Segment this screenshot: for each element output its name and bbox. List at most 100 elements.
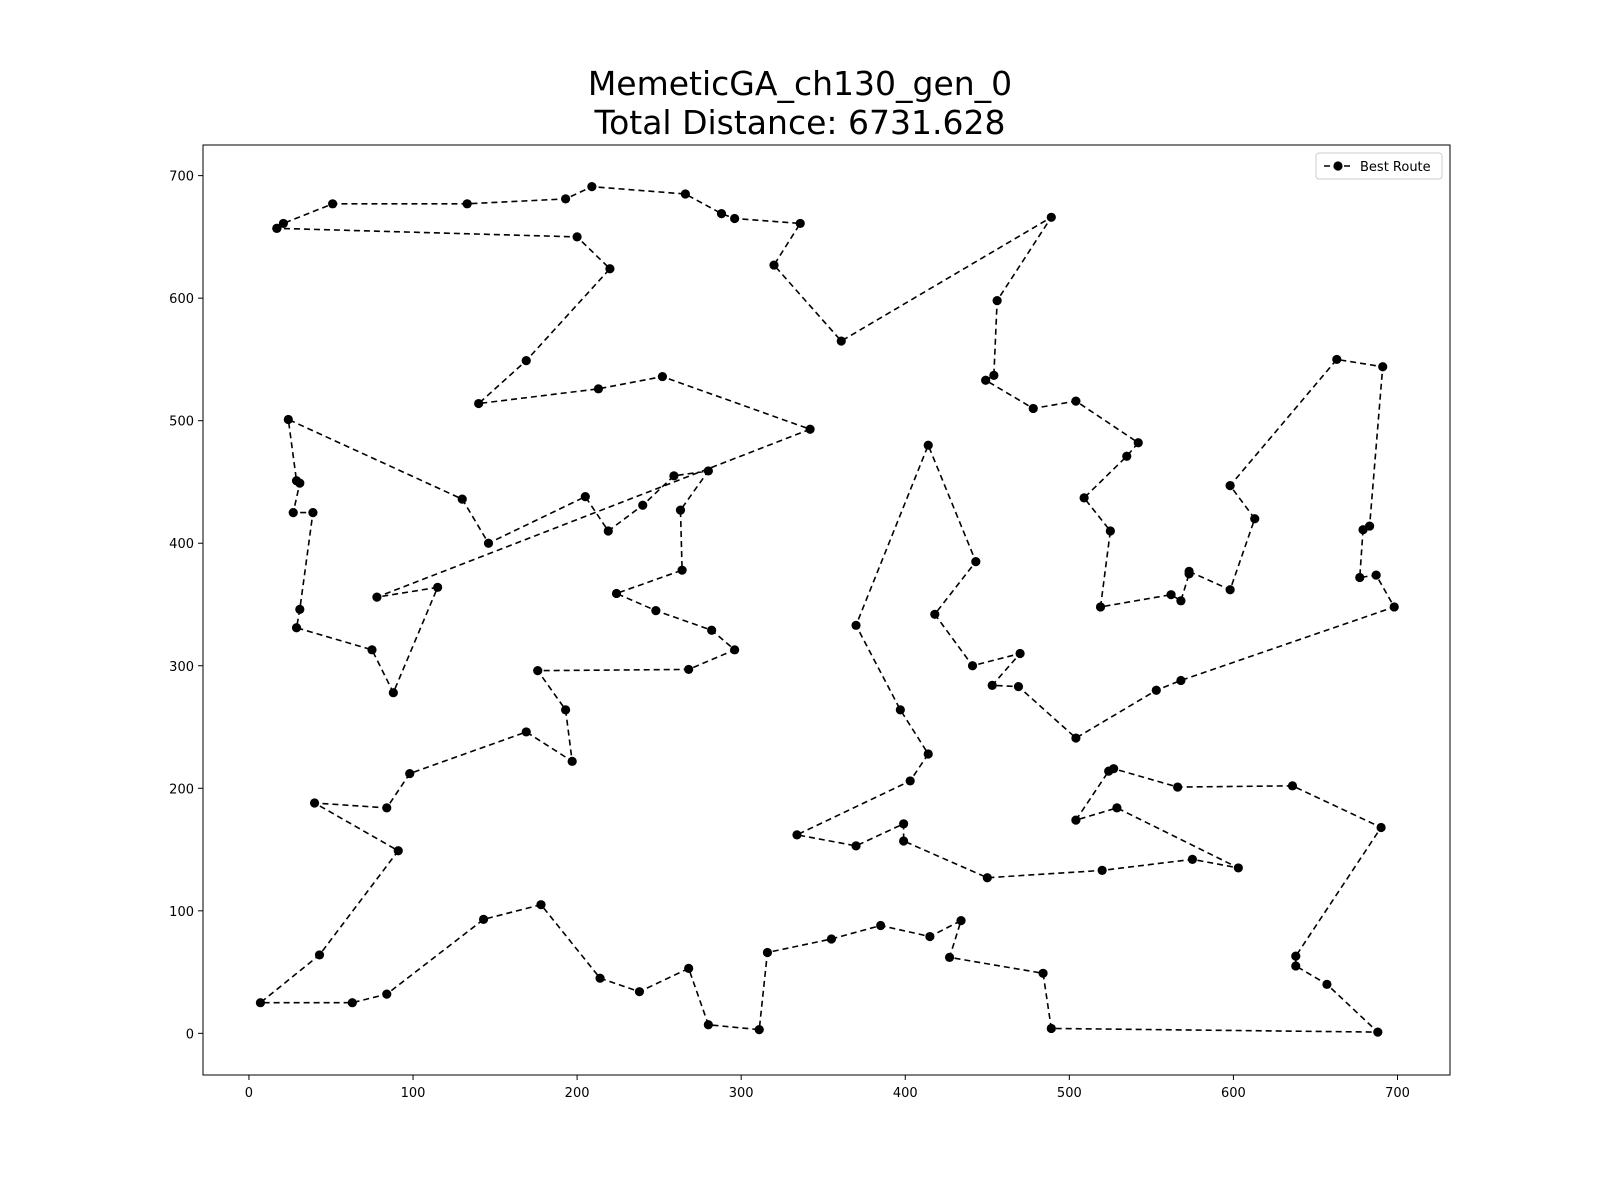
city-point xyxy=(684,963,694,974)
city-point xyxy=(1250,514,1260,524)
city-point xyxy=(851,841,861,851)
city-point xyxy=(1287,781,1298,791)
route-line xyxy=(258,185,1396,1033)
legend: Best Route xyxy=(1315,152,1443,180)
legend-box xyxy=(1315,152,1443,180)
x-tick-label: 0 xyxy=(245,1086,253,1101)
city-point xyxy=(483,538,494,548)
city-point xyxy=(328,199,338,209)
city-point xyxy=(288,507,298,518)
city-point xyxy=(1225,585,1235,595)
city-point xyxy=(1105,526,1115,536)
city-point xyxy=(567,756,577,766)
chart-subtitle-line: Total Distance: 6731.628 xyxy=(594,103,1006,142)
city-point xyxy=(272,223,282,233)
city-point xyxy=(1187,854,1197,864)
city-point xyxy=(754,1025,764,1035)
city-point xyxy=(1233,863,1243,873)
city-point xyxy=(677,565,687,575)
city-point xyxy=(769,260,779,270)
y-tick-label: 400 xyxy=(169,537,194,552)
city-point xyxy=(278,218,288,229)
city-point xyxy=(876,920,886,931)
city-point xyxy=(457,494,467,504)
city-point xyxy=(372,592,382,602)
city-point xyxy=(1133,438,1143,448)
city-point xyxy=(382,803,392,813)
plot-frame xyxy=(202,144,1451,1076)
route-layer xyxy=(255,182,1399,1037)
city-point xyxy=(1071,733,1081,743)
x-tick-label: 200 xyxy=(565,1086,590,1101)
city-point xyxy=(1071,815,1081,825)
city-point xyxy=(1151,685,1161,695)
city-point xyxy=(956,916,966,926)
city-point xyxy=(255,998,266,1008)
x-tick-label: 600 xyxy=(1221,1086,1246,1101)
city-point xyxy=(981,375,991,385)
y-tick-label: 500 xyxy=(169,415,194,430)
city-point xyxy=(895,705,905,715)
city-point xyxy=(580,492,590,502)
city-point xyxy=(1376,822,1386,833)
city-point xyxy=(836,336,846,346)
city-point xyxy=(309,798,320,808)
city-point xyxy=(347,998,357,1008)
city-point xyxy=(405,768,415,779)
city-point xyxy=(561,705,571,715)
city-point xyxy=(595,973,605,983)
city-point xyxy=(382,989,392,999)
city-point xyxy=(989,370,999,380)
city-point xyxy=(1332,354,1342,365)
city-point xyxy=(992,296,1002,306)
city-point xyxy=(987,680,997,690)
city-point xyxy=(657,371,668,382)
city-point xyxy=(730,645,740,655)
city-point xyxy=(1176,675,1186,686)
city-point xyxy=(1046,1023,1056,1034)
city-point xyxy=(634,987,645,997)
city-point xyxy=(593,384,604,394)
city-point xyxy=(1358,525,1368,535)
y-tick-label: 600 xyxy=(169,292,194,307)
city-point xyxy=(1378,362,1388,372)
city-point xyxy=(851,620,861,630)
city-point xyxy=(638,500,648,510)
city-point xyxy=(393,846,403,856)
city-point xyxy=(1122,451,1132,461)
city-point xyxy=(478,914,489,924)
city-point xyxy=(388,688,398,698)
city-point xyxy=(826,934,837,944)
city-point xyxy=(1079,493,1089,503)
city-point xyxy=(1038,968,1048,978)
city-point xyxy=(283,414,293,425)
city-point xyxy=(433,582,443,592)
x-tick-label: 500 xyxy=(1057,1086,1082,1101)
city-point xyxy=(1028,403,1038,414)
city-point xyxy=(1371,570,1381,580)
city-point xyxy=(792,830,802,840)
city-point xyxy=(295,478,305,488)
city-point xyxy=(1291,951,1301,961)
city-point xyxy=(1109,764,1119,774)
city-point xyxy=(1046,212,1056,222)
city-point xyxy=(905,776,915,786)
y-tick-label: 200 xyxy=(169,782,194,797)
city-point xyxy=(651,606,661,616)
legend-entry-label: Best Route xyxy=(1360,160,1431,175)
city-point xyxy=(572,232,582,242)
city-point xyxy=(605,264,615,274)
city-point xyxy=(675,505,686,515)
y-tick-label: 700 xyxy=(169,170,194,185)
city-point xyxy=(967,661,978,671)
city-point xyxy=(367,645,377,655)
city-point xyxy=(1373,1027,1383,1037)
city-point xyxy=(1176,596,1186,606)
y-tick-label: 0 xyxy=(186,1027,194,1042)
city-point xyxy=(1097,865,1107,875)
city-point xyxy=(533,666,543,676)
city-point xyxy=(716,209,727,219)
legend-marker-swatch xyxy=(1333,161,1343,171)
city-point xyxy=(474,398,484,409)
